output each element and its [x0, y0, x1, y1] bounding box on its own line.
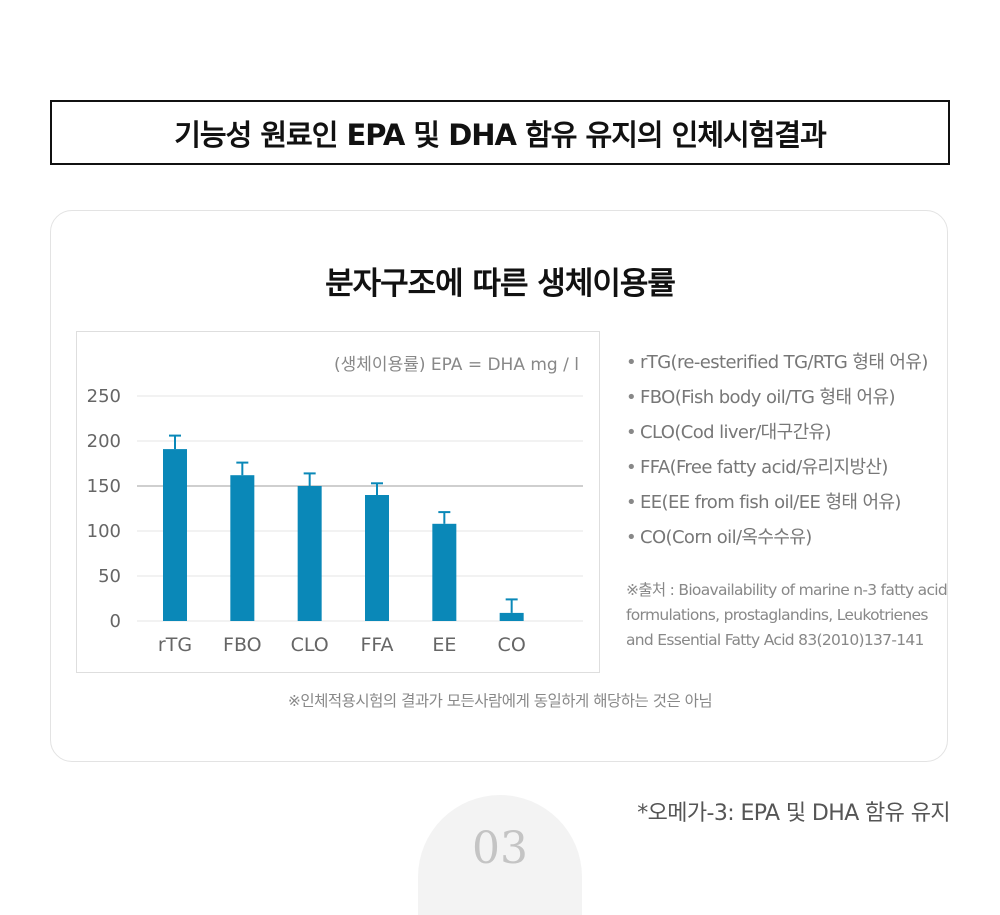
section-title: 기능성 원료인 EPA 및 DHA 함유 유지의 인체시험결과	[174, 117, 827, 152]
legend-item-label: FBO(Fish body oil/TG 형태 어유)	[640, 387, 896, 408]
bullet-icon: •	[626, 457, 637, 478]
bar-chart: (생체이용률) EPA = DHA mg / l 0 50 100 150 200 250…	[87, 355, 583, 656]
x-category-label: FFA	[360, 634, 393, 656]
card-title: 분자구조에 따른 생체이용률	[325, 266, 676, 302]
bar-ffa	[365, 495, 389, 621]
legend-item-label: FFA(Free fatty acid/유리지방산)	[640, 457, 888, 478]
legend-item: • rTG(re-esterified TG/RTG 형태 어유)	[626, 348, 966, 383]
bar-ee	[432, 523, 457, 621]
legend-item-label: CLO(Cod liver/대구간유)	[640, 422, 832, 443]
x-category-label: rTG	[158, 634, 192, 656]
bar-co	[499, 612, 524, 621]
bar-rtg	[163, 449, 187, 621]
y-tick-label: 200	[87, 431, 121, 452]
bar-clo	[297, 486, 322, 621]
section-title-box: 기능성 원료인 EPA 및 DHA 함유 유지의 인체시험결과	[50, 100, 950, 165]
x-category-label: FBO	[223, 634, 262, 656]
legend-item: • FBO(Fish body oil/TG 형태 어유)	[626, 383, 966, 418]
source-line: ※출처 : Bioavailability of marine n-3 fatt…	[626, 581, 948, 599]
legend-item-label: EE(EE from fish oil/EE 형태 어유)	[640, 492, 901, 513]
legend-item-label: rTG(re-esterified TG/RTG 형태 어유)	[640, 352, 928, 373]
bullet-icon: •	[626, 387, 637, 408]
omega3-footnote: *오메가-3: EPA 및 DHA 함유 유지	[637, 801, 950, 826]
y-tick-label: 0	[110, 611, 121, 632]
source-line: and Essential Fatty Acid 83(2010)137-141	[626, 631, 924, 649]
chart-frame: (생체이용률) EPA = DHA mg / l 0 50 100 150 200 250…	[76, 331, 600, 673]
y-tick-label: 150	[87, 476, 121, 497]
bullet-icon: •	[626, 492, 637, 513]
bullet-icon: •	[626, 352, 637, 373]
legend-item: • CLO(Cod liver/대구간유)	[626, 418, 966, 453]
x-category-label: CLO	[291, 634, 329, 656]
bullet-icon: •	[626, 422, 637, 443]
source-line: formulations, prostaglandins, Leukotrien…	[626, 606, 928, 624]
legend-list: • rTG(re-esterified TG/RTG 형태 어유) • FBO(Fis…	[626, 348, 966, 558]
bar-fbo	[230, 475, 255, 621]
disclaimer-note: ※인체적용시험의 결과가 모든사람에게 동일하게 해당하는 것은 아님	[287, 692, 713, 710]
x-category-label: CO	[498, 634, 526, 656]
y-tick-label: 50	[98, 566, 121, 587]
y-tick-label: 100	[87, 521, 121, 542]
chart-unit-label: (생체이용률) EPA = DHA mg / l	[334, 355, 579, 375]
legend-item-label: CO(Corn oil/옥수수유)	[640, 527, 812, 548]
y-tick-label: 250	[87, 386, 121, 407]
legend-item: • CO(Corn oil/옥수수유)	[626, 523, 966, 558]
section-number-decoration: 03	[418, 795, 582, 915]
x-category-label: EE	[432, 634, 456, 656]
section-number: 03	[472, 823, 528, 874]
bullet-icon: •	[626, 527, 637, 548]
source-citation: ※출처 : Bioavailability of marine n-3 fatt…	[626, 578, 956, 653]
legend-item: • EE(EE from fish oil/EE 형태 어유)	[626, 488, 966, 523]
legend-item: • FFA(Free fatty acid/유리지방산)	[626, 453, 966, 488]
